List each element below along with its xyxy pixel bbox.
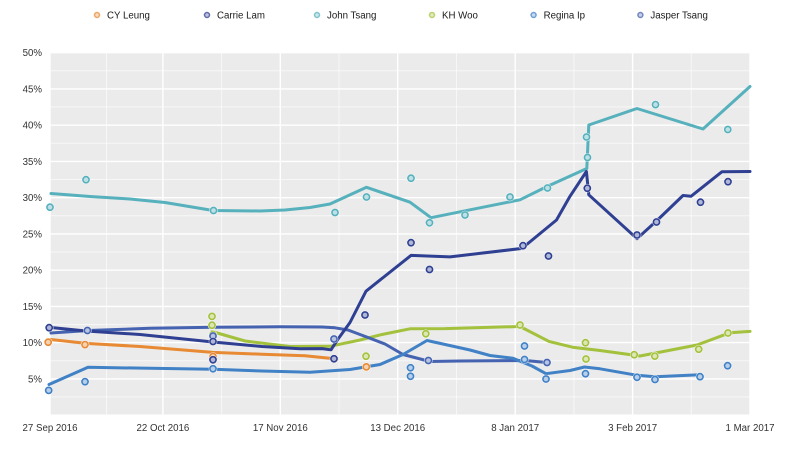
- svg-text:CY Leung: CY Leung: [107, 11, 150, 22]
- svg-text:8 Jan 2017: 8 Jan 2017: [491, 423, 539, 434]
- svg-text:1 Mar 2017: 1 Mar 2017: [725, 423, 774, 434]
- svg-text:30%: 30%: [23, 193, 43, 204]
- svg-text:50%: 50%: [23, 48, 43, 59]
- svg-text:KH Woo: KH Woo: [442, 11, 478, 22]
- svg-text:10%: 10%: [23, 338, 43, 349]
- svg-text:20%: 20%: [23, 266, 43, 277]
- svg-text:22 Oct 2016: 22 Oct 2016: [137, 423, 190, 434]
- svg-text:John Tsang: John Tsang: [327, 11, 376, 22]
- svg-text:25%: 25%: [23, 229, 43, 240]
- svg-text:40%: 40%: [23, 121, 43, 132]
- svg-text:17 Nov 2016: 17 Nov 2016: [253, 423, 308, 434]
- svg-text:5%: 5%: [28, 374, 42, 385]
- svg-text:Carrie Lam: Carrie Lam: [217, 11, 265, 22]
- svg-text:27 Sep 2016: 27 Sep 2016: [23, 423, 78, 434]
- svg-text:15%: 15%: [23, 302, 43, 313]
- svg-text:45%: 45%: [23, 84, 43, 95]
- svg-text:35%: 35%: [23, 157, 43, 168]
- svg-text:3 Feb 2017: 3 Feb 2017: [608, 423, 657, 434]
- svg-text:Jasper Tsang: Jasper Tsang: [650, 11, 707, 22]
- svg-text:13 Dec 2016: 13 Dec 2016: [370, 423, 425, 434]
- svg-text:Regina Ip: Regina Ip: [544, 11, 585, 22]
